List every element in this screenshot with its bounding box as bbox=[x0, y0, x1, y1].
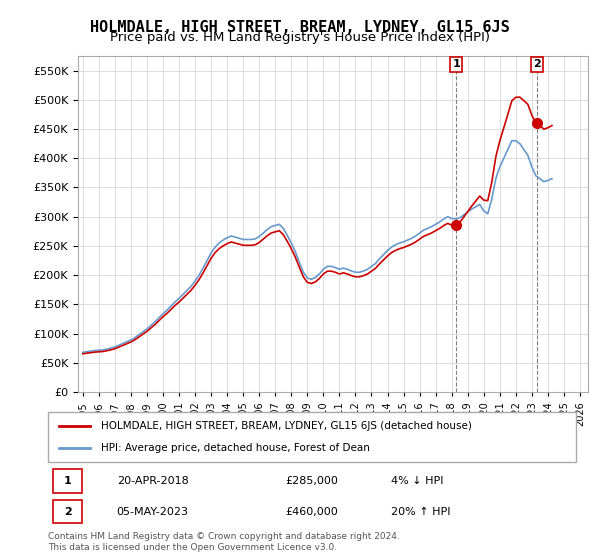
Text: 20-APR-2018: 20-APR-2018 bbox=[116, 476, 188, 486]
Text: Contains HM Land Registry data © Crown copyright and database right 2024.
This d: Contains HM Land Registry data © Crown c… bbox=[48, 532, 400, 552]
Text: 1: 1 bbox=[64, 476, 71, 486]
FancyBboxPatch shape bbox=[53, 469, 82, 493]
Text: HPI: Average price, detached house, Forest of Dean: HPI: Average price, detached house, Fore… bbox=[101, 443, 370, 453]
Text: HOLMDALE, HIGH STREET, BREAM, LYDNEY, GL15 6JS (detached house): HOLMDALE, HIGH STREET, BREAM, LYDNEY, GL… bbox=[101, 421, 472, 431]
Text: Price paid vs. HM Land Registry's House Price Index (HPI): Price paid vs. HM Land Registry's House … bbox=[110, 31, 490, 44]
Text: £285,000: £285,000 bbox=[286, 476, 338, 486]
Text: HOLMDALE, HIGH STREET, BREAM, LYDNEY, GL15 6JS: HOLMDALE, HIGH STREET, BREAM, LYDNEY, GL… bbox=[90, 20, 510, 35]
Text: 2: 2 bbox=[64, 507, 71, 517]
FancyBboxPatch shape bbox=[53, 500, 82, 523]
Text: 05-MAY-2023: 05-MAY-2023 bbox=[116, 507, 188, 517]
Text: 20% ↑ HPI: 20% ↑ HPI bbox=[391, 507, 451, 517]
FancyBboxPatch shape bbox=[48, 412, 576, 462]
Text: 1: 1 bbox=[452, 59, 460, 69]
Text: 2: 2 bbox=[533, 59, 541, 69]
Text: 4% ↓ HPI: 4% ↓ HPI bbox=[391, 476, 444, 486]
Text: £460,000: £460,000 bbox=[286, 507, 338, 517]
